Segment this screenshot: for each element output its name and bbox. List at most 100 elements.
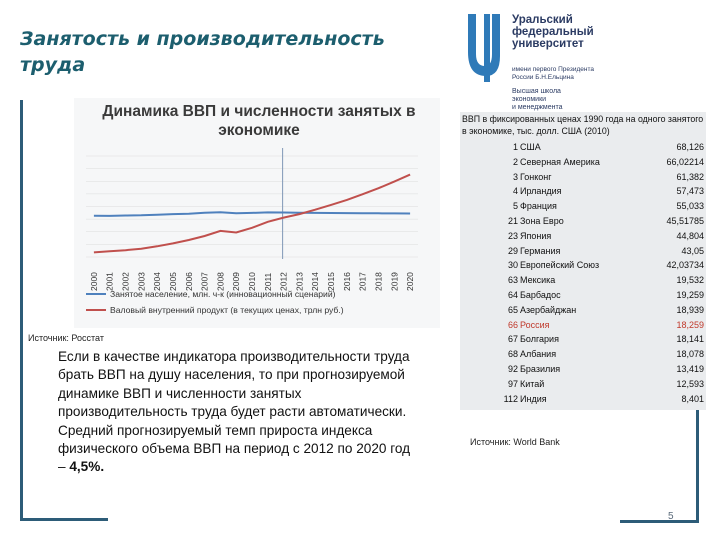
page-number: 5: [668, 511, 674, 522]
value-cell: 66,02214: [666, 156, 704, 167]
paragraph-highlight-value: 4,5%.: [69, 459, 105, 475]
x-tick-label: 2007: [200, 272, 210, 291]
logo-school-line: и менеджмента: [512, 104, 563, 111]
table-row: 68 Албания 18,078: [460, 347, 706, 362]
table-row: 97 Китай 12,593: [460, 377, 706, 392]
frame-divider: [20, 100, 23, 520]
gdp-table: ВВП в фиксированных ценах 1990 года на о…: [460, 112, 706, 410]
chart-source: Источник: Росстат: [28, 333, 104, 343]
logo-name: Уральский федеральный университет: [512, 14, 594, 50]
value-cell: 19,259: [676, 290, 704, 300]
country-cell: США: [520, 142, 541, 152]
value-cell: 42,03734: [666, 260, 704, 271]
frame-divider: [620, 520, 699, 523]
value-cell: 18,078: [676, 349, 704, 360]
x-tick-label: 2004: [152, 272, 162, 291]
x-tick-label: 2003: [136, 272, 146, 291]
rank-cell: 1: [512, 142, 518, 152]
rank-cell: 3: [512, 171, 518, 182]
logo-line: Уральский: [512, 14, 573, 26]
chart-panel: Динамика ВВП и численности занятых в эко…: [74, 98, 440, 328]
x-tick-label: 2005: [168, 272, 178, 291]
logo-school: Высшая школа экономики и менеджмента: [512, 88, 563, 112]
country-cell: Албания: [520, 349, 557, 360]
country-cell: Азербайджан: [520, 304, 577, 315]
table-row: 63 Мексика 19,532: [460, 273, 706, 288]
x-tick-label: 2015: [326, 272, 336, 291]
value-cell: 19,532: [676, 275, 704, 286]
table-row: 112 Индия 8,401: [460, 392, 706, 407]
country-cell: Бразилия: [520, 364, 561, 374]
rank-cell: 64: [507, 290, 518, 300]
value-cell: 13,419: [676, 364, 704, 374]
table-heading: ВВП в фиксированных ценах 1990 года на о…: [462, 114, 704, 136]
logo-line: федеральный: [512, 26, 594, 38]
x-tick-label: 2020: [405, 272, 415, 291]
chart-title: Динамика ВВП и численности занятых в эко…: [102, 103, 416, 139]
country-cell: Болгария: [520, 334, 559, 345]
table-row: 23 Япония 44,804: [460, 229, 706, 244]
table-row: 65 Азербайджан 18,939: [460, 303, 706, 318]
table-row: 2 Северная Америка 66,02214: [460, 155, 706, 170]
country-cell: Барбадос: [520, 290, 561, 300]
rank-cell: 66: [507, 319, 518, 330]
x-tick-label: 2012: [279, 272, 289, 291]
country-cell: Европейский Союз: [520, 260, 600, 271]
value-cell: 44,804: [676, 230, 704, 241]
x-tick-label: 2014: [310, 272, 320, 291]
x-tick-label: 2011: [263, 272, 273, 291]
country-cell: Ирландия: [520, 186, 562, 197]
rank-cell: 30: [507, 260, 518, 271]
rank-cell: 63: [507, 275, 518, 286]
x-tick-label: 2001: [105, 272, 115, 291]
value-cell: 12,593: [676, 378, 704, 389]
table-row: 29 Германия 43,05: [460, 244, 706, 259]
value-cell: 8,401: [681, 393, 704, 404]
table-row: 64 Барбадос 19,259: [460, 288, 706, 303]
frame-divider: [20, 518, 108, 521]
country-cell: Франция: [520, 201, 557, 212]
slide-title: Занятость и производительность труда: [20, 28, 385, 76]
x-tick-label: 2010: [247, 272, 257, 291]
x-tick-label: 2013: [294, 272, 304, 291]
rank-cell: 97: [507, 378, 518, 389]
logo-school-line: Высшая школа: [512, 88, 561, 95]
table-row: 3 Гонконг 61,382: [460, 170, 706, 185]
series-line: [93, 173, 411, 254]
x-tick-label: 2008: [215, 272, 225, 291]
rank-cell: 29: [507, 245, 518, 256]
value-cell: 45,51785: [666, 216, 704, 226]
country-cell: Индия: [520, 393, 547, 404]
value-cell: 43,05: [681, 245, 704, 256]
logo-subtitle: имени первого Президента России Б.Н.Ельц…: [512, 66, 594, 81]
value-cell: 18,939: [676, 304, 704, 315]
country-cell: Китай: [520, 378, 545, 389]
logo-line: университет: [512, 38, 584, 50]
x-tick-label: 2016: [342, 272, 352, 291]
paragraph-text: Если в качестве индикатора производитель…: [58, 349, 411, 475]
country-cell: Япония: [520, 230, 552, 241]
table-row: 1 США 68,126: [460, 140, 706, 155]
x-tick-label: 2018: [373, 272, 383, 291]
value-cell: 57,473: [676, 186, 704, 197]
frame-divider: [696, 400, 699, 522]
table-row: 66 Россия 18,259: [460, 318, 706, 333]
rank-cell: 2: [512, 156, 518, 167]
legend-label: Занятое население, млн. ч-к (инновационн…: [110, 289, 336, 299]
country-cell: Россия: [520, 319, 550, 330]
country-cell: Мексика: [520, 275, 556, 286]
rank-cell: 4: [512, 186, 518, 197]
x-tick-label: 2000: [89, 272, 99, 291]
x-tick-label: 2019: [389, 272, 399, 291]
table-row: 5 Франция 55,033: [460, 199, 706, 214]
body-paragraph: Если в качестве индикатора производитель…: [58, 348, 418, 477]
table-row: 4 Ирландия 57,473: [460, 184, 706, 199]
rank-cell: 68: [507, 349, 518, 360]
country-cell: Германия: [520, 245, 561, 256]
x-tick-label: 2002: [121, 272, 131, 291]
logo-school-line: экономики: [512, 96, 547, 103]
country-cell: Зона Евро: [520, 216, 564, 226]
rank-cell: 92: [507, 364, 518, 374]
rank-cell: 5: [512, 201, 518, 212]
value-cell: 61,382: [676, 171, 704, 182]
